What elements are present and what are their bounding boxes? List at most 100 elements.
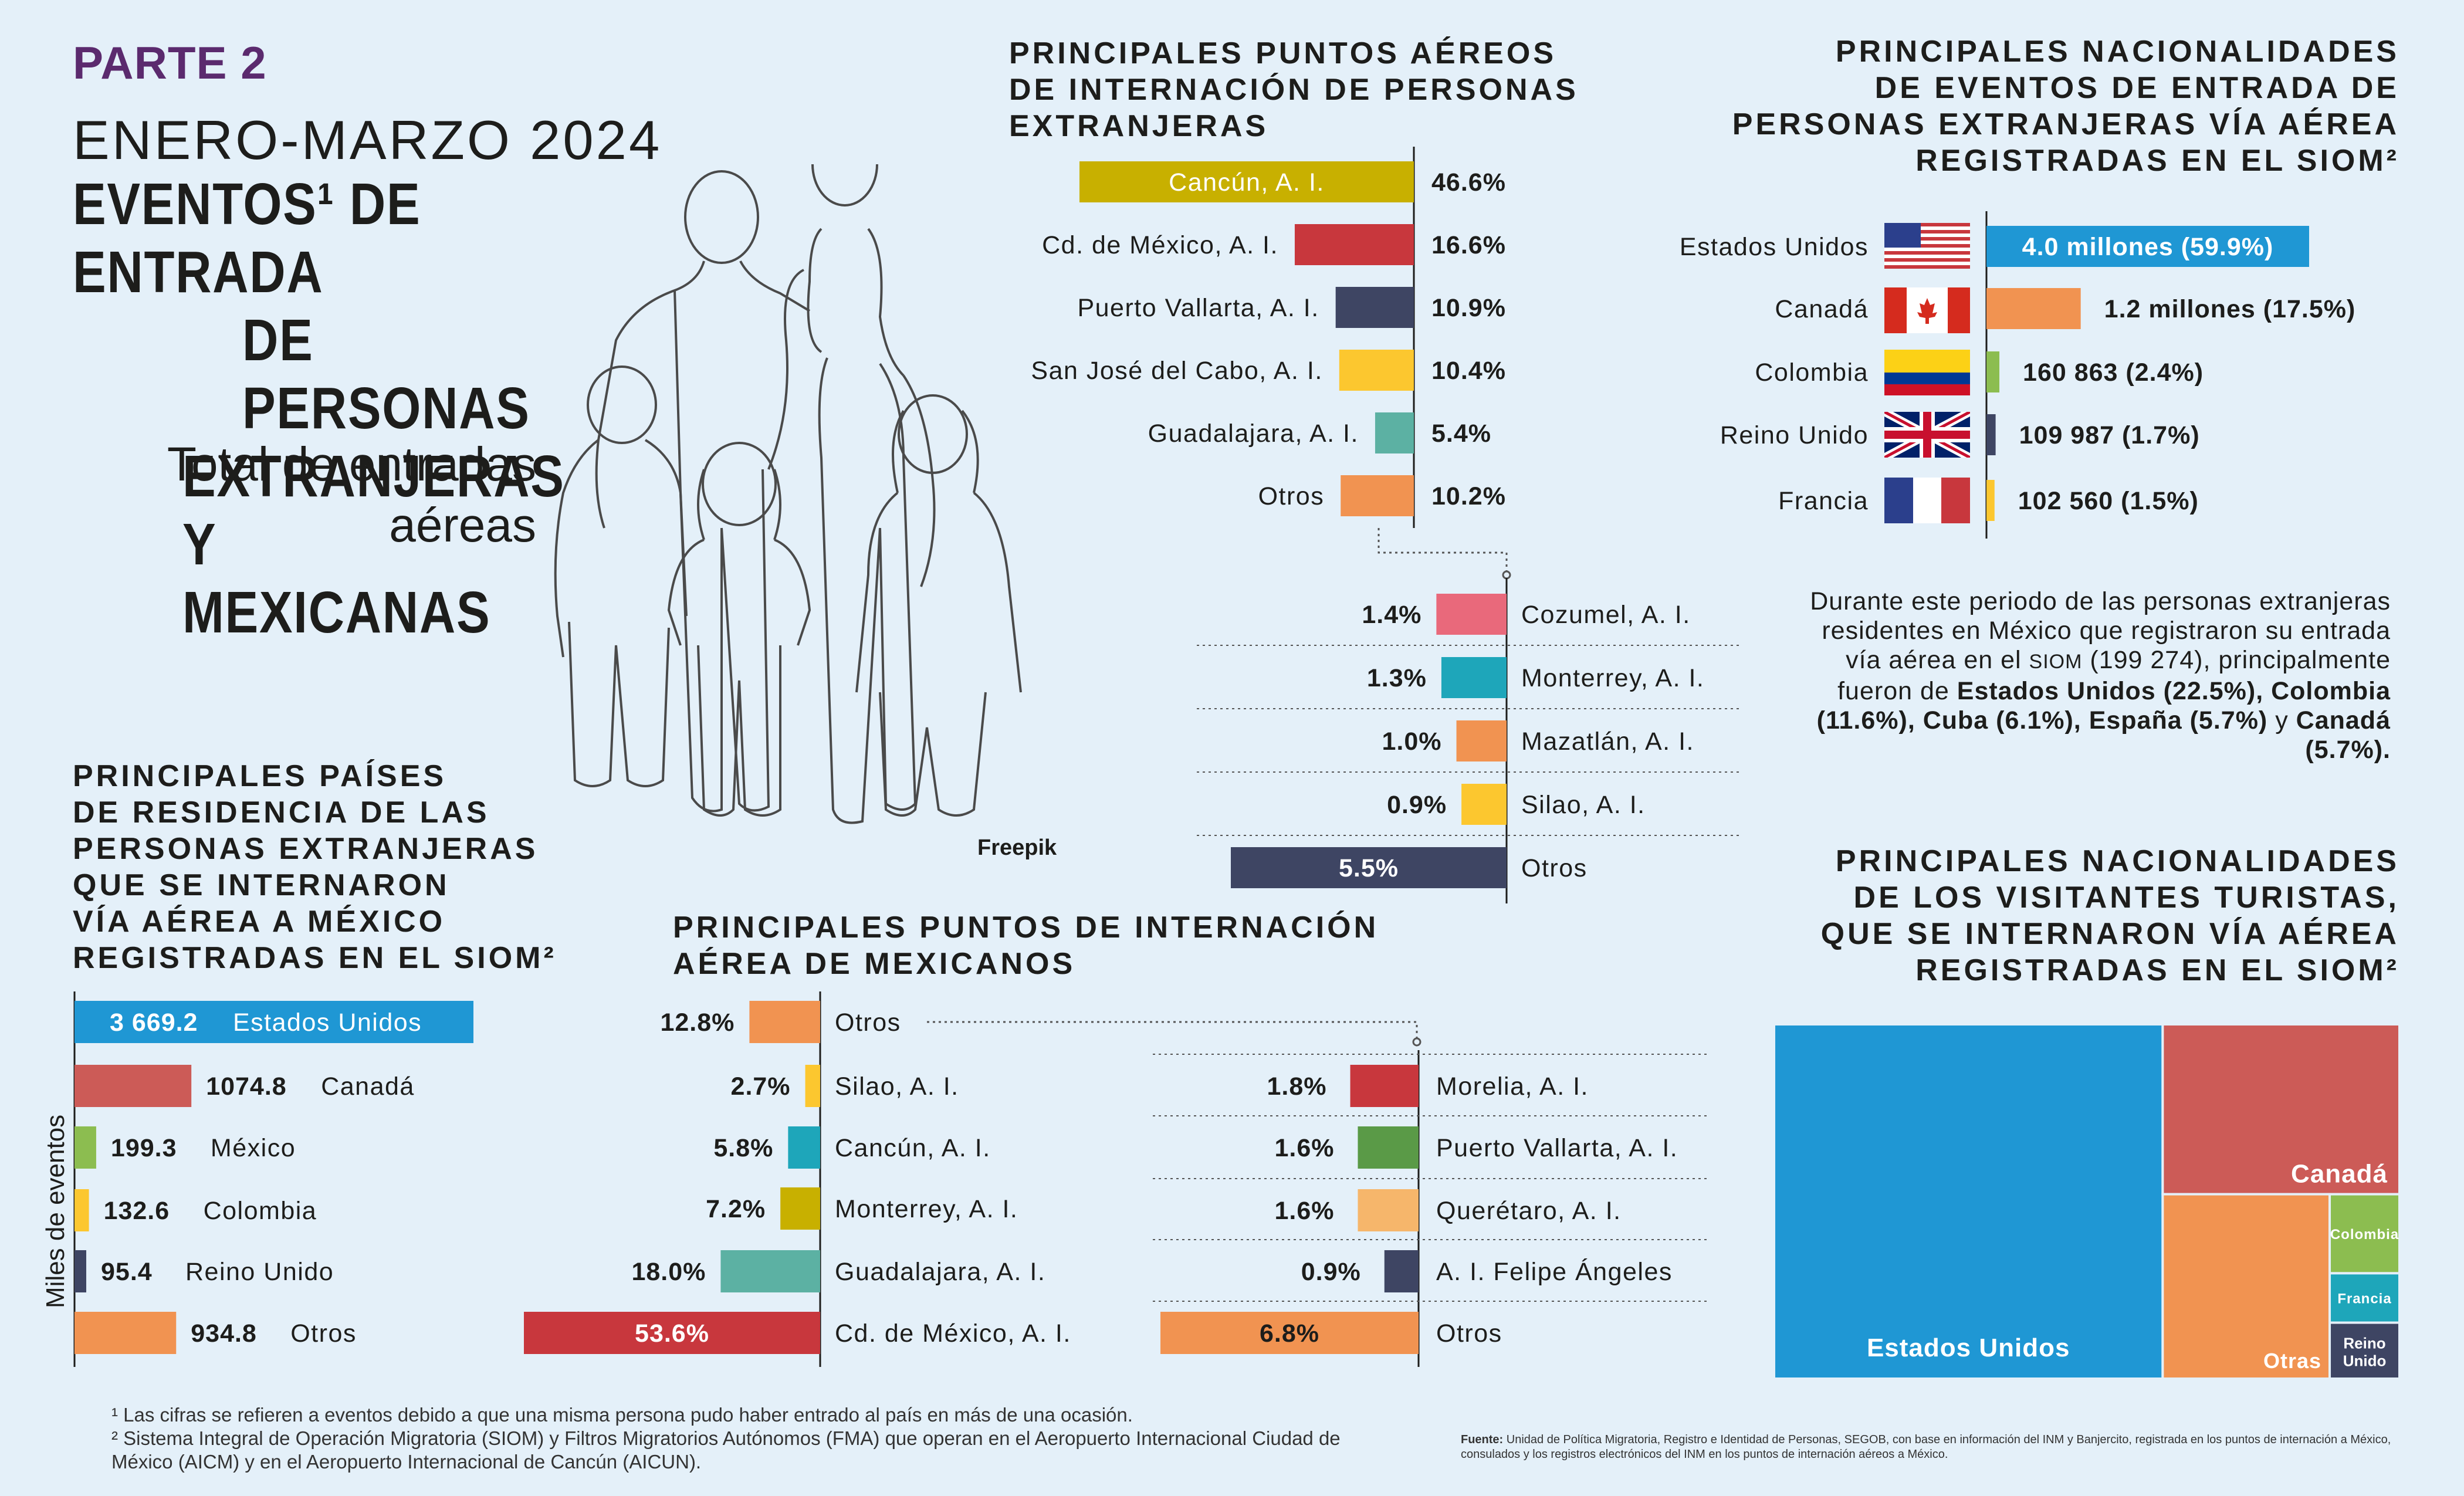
data-label: 102 560 (1.5%) bbox=[2018, 487, 2199, 515]
data-label: 934.8 bbox=[191, 1319, 257, 1348]
subtitle-line: Total de entradas bbox=[167, 438, 536, 491]
bar bbox=[75, 1189, 89, 1231]
paragraph-text: y bbox=[2267, 706, 2296, 735]
bar bbox=[1461, 784, 1507, 825]
treemap-cell bbox=[2328, 1321, 2401, 1380]
bar bbox=[75, 1312, 177, 1354]
data-label: 1.6% bbox=[1274, 1134, 1334, 1162]
title-line: DE PERSONAS bbox=[242, 307, 530, 441]
category-label: Canadá bbox=[1775, 295, 1869, 323]
data-label: 18.0% bbox=[631, 1258, 706, 1286]
category-label: Estados Unidos bbox=[233, 1008, 422, 1037]
bar bbox=[1986, 414, 1996, 455]
category-label: Monterrey, A. I. bbox=[835, 1195, 1018, 1223]
data-label: 0.9% bbox=[1301, 1258, 1361, 1286]
title-line: PRINCIPALES PAÍSES bbox=[73, 759, 447, 793]
category-label: Monterrey, A. I. bbox=[1521, 664, 1704, 692]
usa-flag-icon bbox=[1884, 223, 1970, 269]
bar bbox=[1986, 288, 2081, 329]
source-text: Unidad de Política Migratoria, Registro … bbox=[1461, 1433, 2391, 1461]
data-label: 132.6 bbox=[104, 1197, 170, 1225]
category-label: A. I. Felipe Ángeles bbox=[1436, 1258, 1673, 1286]
bar bbox=[1384, 1250, 1419, 1292]
bar bbox=[1160, 1312, 1419, 1354]
bar bbox=[749, 1001, 820, 1043]
data-label: 16.6% bbox=[1431, 231, 1506, 259]
category-label: Mazatlán, A. I. bbox=[1521, 727, 1694, 756]
family-illustration bbox=[554, 164, 1022, 824]
category-label: Querétaro, A. I. bbox=[1436, 1197, 1622, 1225]
bar bbox=[1986, 226, 2309, 267]
residents-paragraph: Durante este periodo de las personas ext… bbox=[1801, 587, 2391, 764]
data-label: 1.6% bbox=[1274, 1197, 1334, 1225]
bar bbox=[805, 1065, 820, 1107]
residence-title: PRINCIPALES PAÍSES DE RESIDENCIA DE LAS … bbox=[73, 758, 557, 976]
title-line: PRINCIPALES NACIONALIDADES bbox=[1835, 35, 2399, 69]
category-label: Silao, A. I. bbox=[835, 1072, 959, 1101]
bar bbox=[75, 1126, 96, 1169]
footnote-1: ¹ Las cifras se refieren a eventos debid… bbox=[111, 1404, 1133, 1426]
data-label: 10.4% bbox=[1431, 357, 1506, 385]
title-line: PRINCIPALES PUNTOS DE INTERNACIÓN bbox=[673, 911, 1379, 945]
data-label: 95.4 bbox=[101, 1258, 153, 1286]
bar bbox=[788, 1126, 820, 1169]
title-line: DE RESIDENCIA DE LAS bbox=[73, 796, 490, 830]
mexican-airports-title: PRINCIPALES PUNTOS DE INTERNACIÓN AÉREA … bbox=[673, 909, 1379, 982]
category-label: Estados Unidos bbox=[1680, 233, 1869, 261]
bar bbox=[1231, 847, 1507, 888]
image-credit: Freepik bbox=[977, 835, 1057, 860]
data-label: 2.7% bbox=[731, 1072, 791, 1101]
treemap-label: Estados Unidos bbox=[1867, 1333, 2070, 1362]
bar bbox=[1341, 475, 1414, 516]
connector-line bbox=[1377, 528, 1508, 572]
data-label: 5.5% bbox=[1339, 854, 1399, 882]
bar bbox=[1456, 720, 1507, 761]
data-label: 109 987 (1.7%) bbox=[2019, 421, 2200, 449]
category-label: Cancún, A. I. bbox=[835, 1134, 991, 1162]
siom-abbr: SIOM bbox=[2029, 651, 2083, 673]
bar bbox=[1339, 350, 1414, 391]
title-line: REGISTRADAS EN EL SIOM² bbox=[1915, 144, 2399, 178]
data-label: 1.0% bbox=[1382, 727, 1442, 756]
connector-line bbox=[927, 1021, 1418, 1038]
source-label: Fuente: bbox=[1461, 1433, 1504, 1446]
title-line: PRINCIPALES PUNTOS AÉREOS bbox=[1009, 36, 1557, 70]
title-line: EXTRANJERAS bbox=[1009, 109, 1269, 143]
category-label: México bbox=[211, 1134, 296, 1162]
category-label: Guadalajara, A. I. bbox=[835, 1258, 1045, 1286]
data-label: 3 669.2 bbox=[110, 1008, 198, 1037]
period-label: ENERO-MARZO 2024 bbox=[73, 109, 662, 171]
data-label: 10.2% bbox=[1431, 482, 1506, 510]
title-line: Y MEXICANAS bbox=[182, 512, 491, 645]
bar bbox=[1079, 161, 1414, 202]
title-line: DE LOS VISITANTES TURISTAS, bbox=[1853, 881, 2399, 915]
treemap-label: Francia bbox=[2337, 1291, 2391, 1307]
title-line: PRINCIPALES NACIONALIDADES bbox=[1835, 844, 2399, 878]
treemap-label: Reino bbox=[2343, 1334, 2385, 1352]
colombia-flag-icon bbox=[1884, 350, 1970, 395]
tourists-title: PRINCIPALES NACIONALIDADES DE LOS VISITA… bbox=[1660, 843, 2399, 989]
data-label: 12.8% bbox=[660, 1008, 735, 1037]
data-label: 4.0 millones (59.9%) bbox=[2022, 233, 2274, 261]
data-label: 46.6% bbox=[1431, 168, 1506, 197]
paragraph-text: (199 274), principalmente fueron de bbox=[1837, 646, 2391, 705]
france-flag-icon bbox=[1884, 478, 1970, 523]
canada-flag-icon bbox=[1884, 287, 1970, 333]
category-label: Otros bbox=[1258, 482, 1325, 510]
title-line: QUE SE INTERNARON bbox=[73, 868, 450, 902]
data-label: 1.4% bbox=[1362, 601, 1421, 629]
title-line: EXTRANJERAS bbox=[182, 444, 565, 509]
title-line: REGISTRADAS EN EL SIOM² bbox=[73, 941, 557, 975]
category-label: Reino Unido bbox=[185, 1258, 334, 1286]
treemap-label: Otras bbox=[2263, 1349, 2321, 1373]
title-line: DE EVENTOS DE ENTRADA DE bbox=[1874, 71, 2399, 105]
data-label: 10.9% bbox=[1431, 294, 1506, 322]
connector-dot bbox=[1502, 570, 1511, 580]
data-label: 53.6% bbox=[635, 1319, 709, 1348]
category-label: Puerto Vallarta, A. I. bbox=[1436, 1134, 1678, 1162]
treemap-label: Canadá bbox=[2291, 1160, 2388, 1189]
bar bbox=[720, 1250, 820, 1292]
bar bbox=[1986, 351, 2000, 392]
uk-flag-icon bbox=[1884, 412, 1970, 458]
